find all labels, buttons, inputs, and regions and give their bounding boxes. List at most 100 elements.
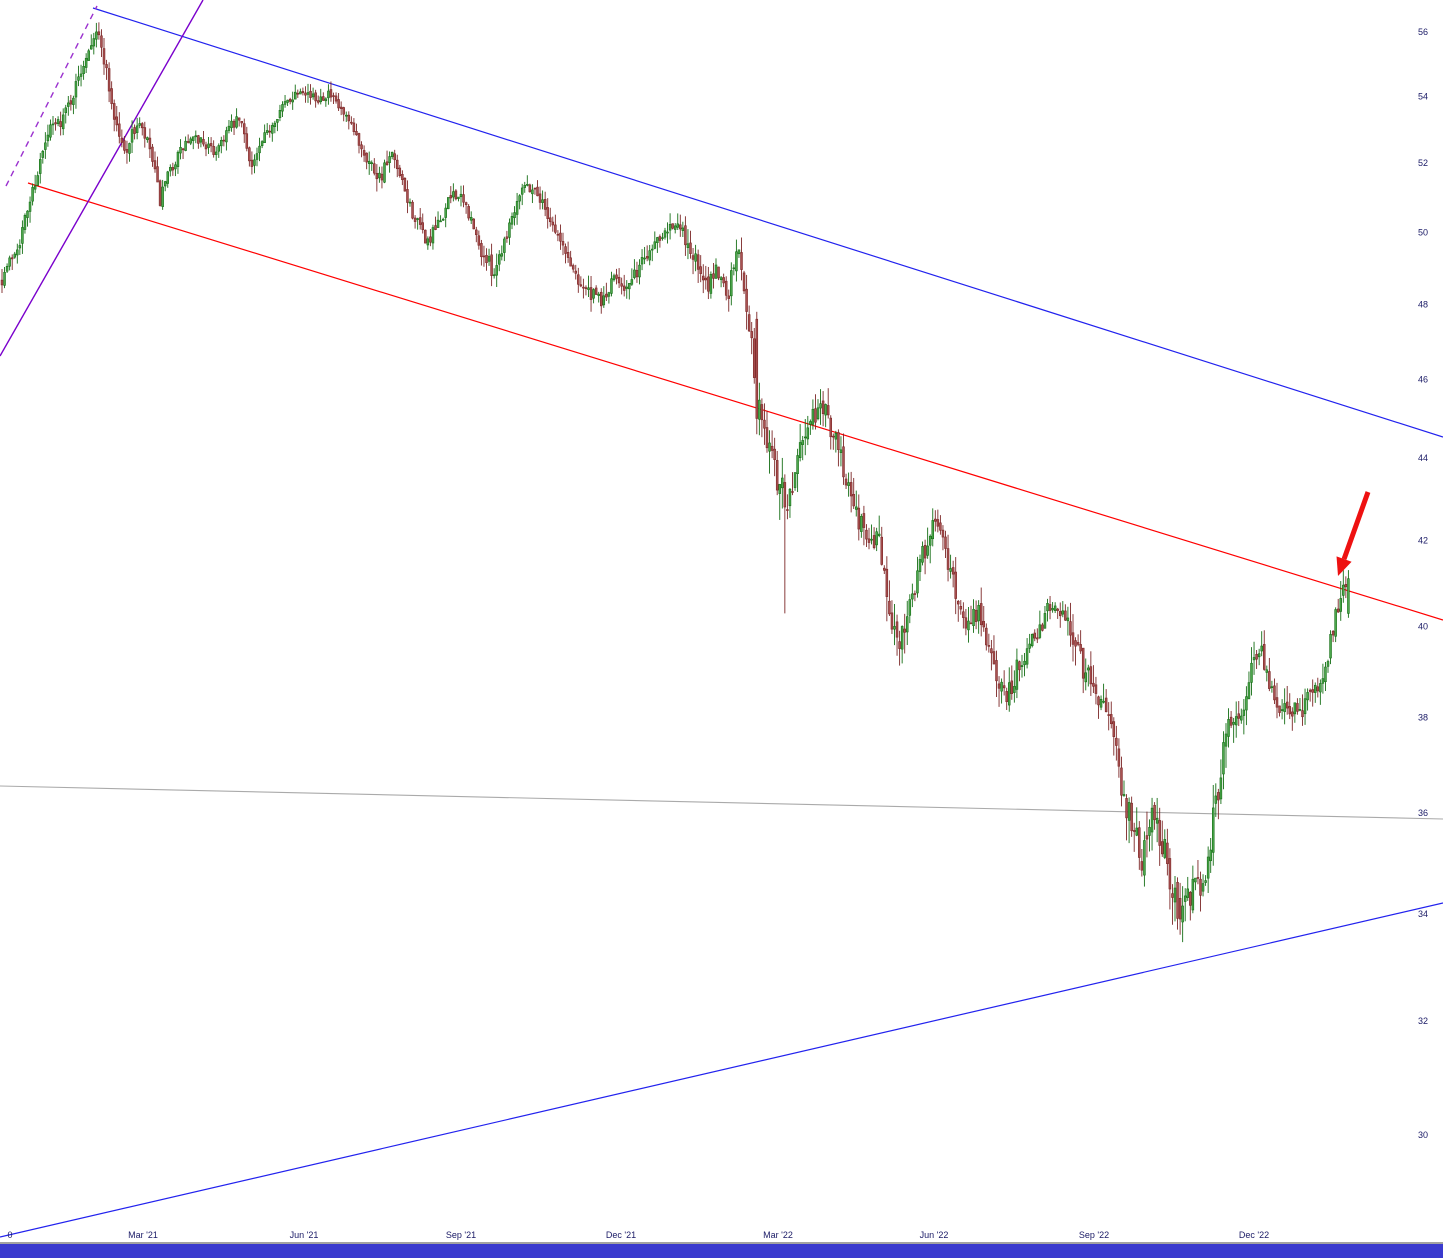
candle-down	[1048, 604, 1052, 611]
candle-down	[554, 224, 557, 233]
candle-down	[696, 254, 700, 270]
candle-down	[689, 242, 692, 254]
candle-down	[485, 254, 488, 264]
candle-down	[974, 609, 978, 622]
candle-down	[490, 254, 493, 276]
candle-down	[268, 130, 271, 133]
candle-up	[918, 559, 922, 572]
candle-down	[385, 161, 389, 166]
candle-down	[1178, 897, 1182, 920]
candle-down	[1288, 706, 1292, 715]
candle-up	[824, 404, 827, 416]
candle-down	[480, 243, 483, 258]
candle-up	[811, 408, 815, 425]
candle-down	[747, 314, 751, 332]
candle-up	[1321, 678, 1325, 684]
candle-down	[791, 491, 794, 493]
candle-down	[337, 99, 340, 109]
candle-down	[944, 536, 947, 549]
candle-up	[56, 119, 60, 125]
candle-up	[130, 129, 134, 143]
candle-up	[1222, 742, 1225, 775]
candle-down	[773, 448, 776, 460]
candle-up	[666, 231, 669, 234]
candle-up	[492, 274, 496, 277]
candle-down	[985, 627, 988, 646]
candle-up	[92, 38, 96, 47]
candle-down	[589, 287, 593, 300]
candle-down	[752, 338, 756, 378]
candle-up	[220, 139, 223, 147]
candle-up	[67, 102, 70, 107]
candle-down	[309, 90, 312, 98]
candle-down	[745, 288, 748, 312]
x-axis-label: Dec '22	[1239, 1230, 1269, 1240]
candle-down	[740, 252, 743, 270]
candle-up	[388, 156, 391, 163]
candle-down	[59, 121, 62, 128]
candle-down	[951, 567, 955, 575]
candle-up	[1143, 840, 1146, 876]
candle-down	[635, 269, 639, 278]
candle-down	[1138, 827, 1141, 858]
candle-down	[561, 241, 565, 246]
horizontal-support-line	[0, 785, 1443, 820]
candle-down	[959, 606, 963, 610]
candle-down	[1112, 721, 1116, 737]
candle-up	[1252, 657, 1256, 661]
candle-up	[253, 159, 256, 166]
candle-down	[913, 593, 917, 595]
candle-down	[505, 236, 509, 239]
candle-up	[487, 256, 491, 262]
bottom-scrollbar-strip[interactable]	[0, 1244, 1443, 1258]
lower-channel-line	[0, 902, 1443, 1238]
candle-down	[398, 167, 402, 177]
candle-down	[1094, 684, 1098, 694]
candle-up	[1334, 609, 1337, 637]
candle-up	[192, 136, 195, 141]
candle-up	[911, 593, 914, 600]
candle-up	[607, 292, 611, 297]
candle-down	[849, 482, 853, 497]
candle-down	[997, 683, 1001, 689]
candle-down	[1237, 713, 1241, 719]
candle-up	[908, 599, 912, 616]
mid-channel-resistance	[27, 182, 1443, 621]
candle-down	[684, 225, 687, 246]
candle-up	[72, 97, 75, 105]
candle-down	[243, 123, 246, 135]
candle-down	[1199, 878, 1202, 896]
candle-down	[212, 145, 215, 155]
candle-up	[1257, 653, 1261, 658]
candle-down	[934, 518, 937, 522]
candle-up	[271, 125, 274, 134]
candle-down	[1278, 705, 1281, 713]
candle-up	[730, 270, 733, 297]
candle-down	[393, 153, 396, 161]
candle-down	[375, 172, 379, 180]
candle-up	[90, 45, 93, 50]
candle-down	[464, 202, 468, 206]
candle-up	[1247, 682, 1251, 700]
candle-down	[979, 603, 983, 626]
candle-down	[69, 100, 73, 105]
candle-up	[281, 104, 284, 112]
candle-down	[564, 246, 567, 254]
candle-up	[967, 620, 970, 631]
candle-up	[207, 143, 210, 148]
candle-down	[826, 405, 830, 416]
y-axis-label: 52	[1418, 158, 1428, 168]
candle-up	[1015, 659, 1019, 690]
candle-down	[232, 120, 236, 128]
candle-up	[327, 90, 330, 99]
candle-down	[872, 535, 876, 548]
candle-up	[77, 76, 80, 81]
candle-up	[1242, 709, 1246, 716]
y-axis-label: 44	[1418, 453, 1428, 463]
candle-down	[1110, 714, 1113, 725]
candle-down	[1005, 691, 1008, 703]
candle-up	[436, 219, 440, 228]
candle-up	[33, 185, 37, 190]
candle-up	[803, 436, 807, 439]
